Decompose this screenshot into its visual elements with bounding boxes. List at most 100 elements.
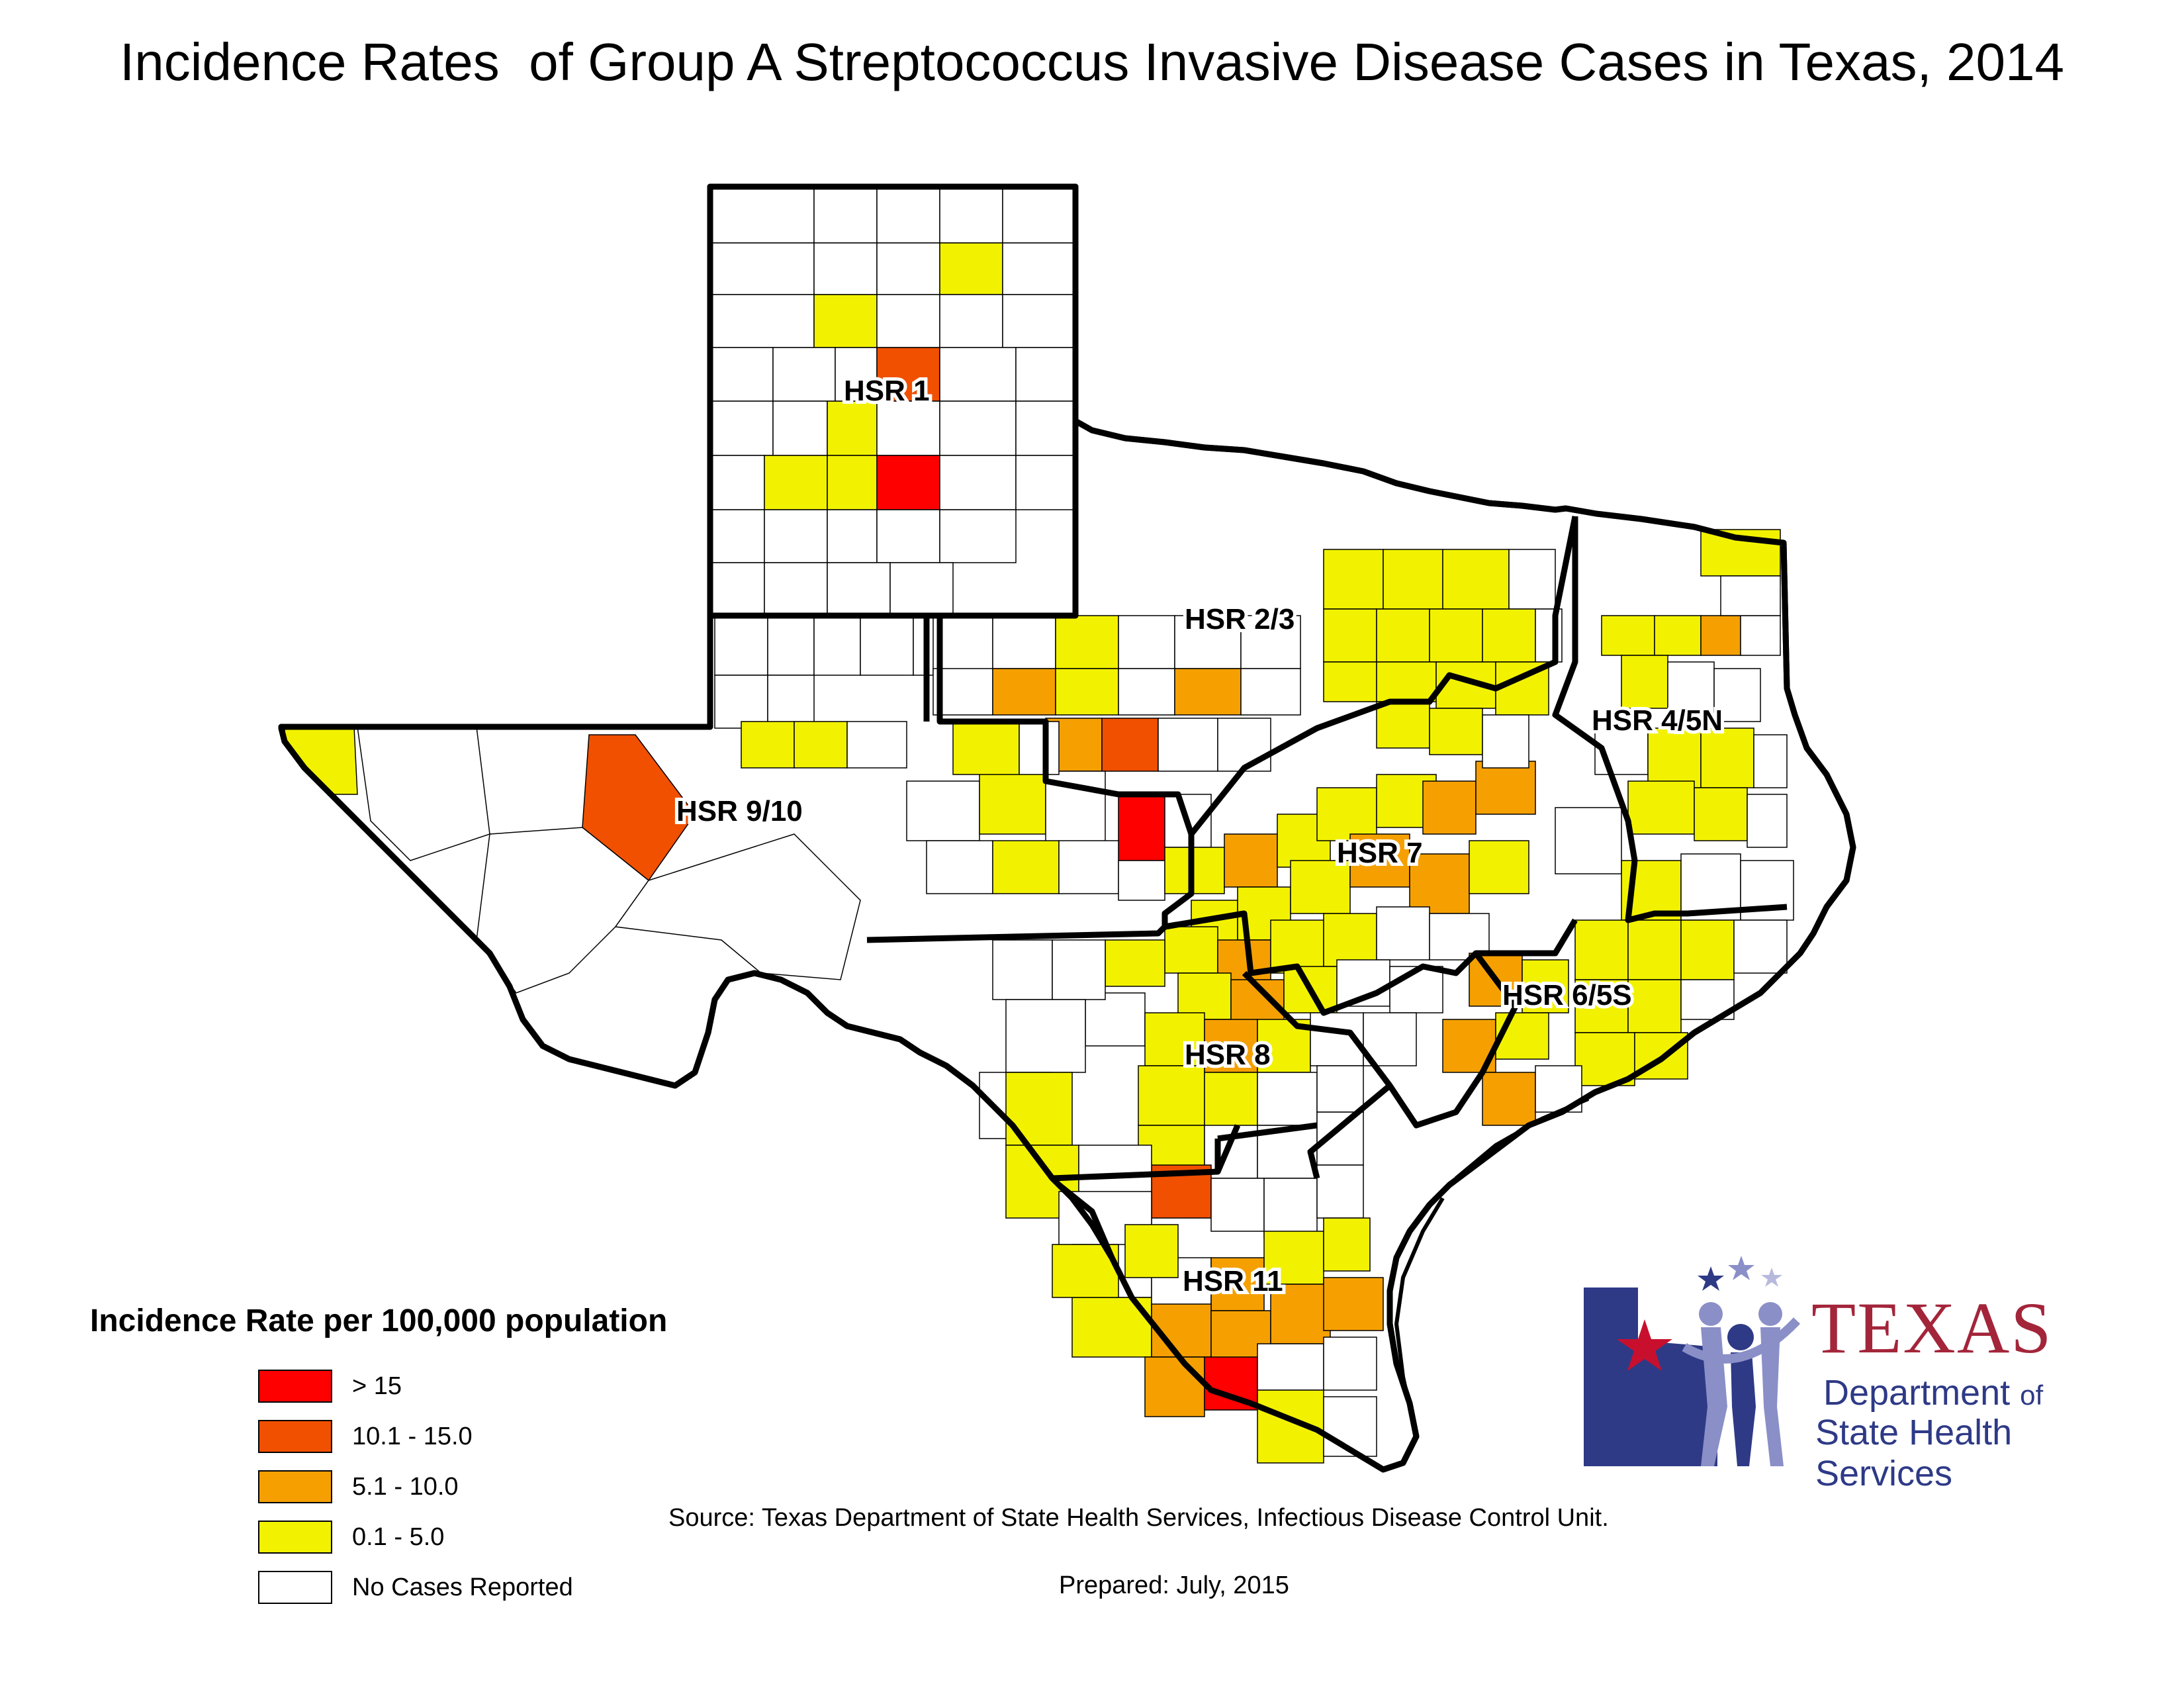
county — [1204, 1019, 1258, 1073]
texas-outline — [278, 183, 1856, 1473]
county — [1376, 661, 1437, 702]
county — [1422, 780, 1477, 835]
county — [1138, 1065, 1205, 1126]
logo-figure-head-1 — [1699, 1302, 1723, 1326]
logo-dept-text: Department of — [1823, 1373, 2044, 1413]
hsr-label: HSR 2/3 — [1185, 603, 1295, 635]
source-note: Source: Texas Department of State Health… — [668, 1504, 1609, 1532]
county — [1002, 294, 1076, 348]
hsr-label: HSR 11 — [1183, 1265, 1283, 1297]
county — [1654, 615, 1702, 656]
county — [1316, 787, 1377, 841]
county — [860, 615, 914, 676]
county — [1700, 615, 1741, 656]
county — [1740, 615, 1781, 656]
county — [1058, 840, 1119, 894]
county — [1495, 1012, 1549, 1060]
county — [1323, 913, 1377, 967]
county — [1482, 1072, 1536, 1126]
county-reeves — [582, 734, 696, 882]
county — [1733, 919, 1788, 974]
county — [1442, 549, 1510, 610]
county — [764, 509, 828, 563]
legend-swatch — [258, 1571, 332, 1604]
county — [827, 400, 878, 456]
legend-label: 0.1 - 5.0 — [352, 1523, 445, 1551]
county — [835, 347, 878, 402]
map-title: Incidence Rates of Group A Streptococcus… — [120, 32, 2064, 91]
county — [926, 840, 993, 894]
logo-figure-arms — [1682, 1317, 1801, 1364]
county — [1118, 860, 1165, 901]
county — [1429, 708, 1483, 755]
county — [876, 186, 940, 244]
county — [1210, 1178, 1265, 1232]
hsr-boundary — [1552, 516, 1788, 923]
county — [1174, 615, 1242, 669]
county — [1469, 840, 1529, 894]
county — [1601, 615, 1655, 656]
legend-item: 10.1 - 15.0 — [258, 1417, 473, 1456]
county — [933, 668, 993, 716]
county — [876, 400, 940, 456]
county — [1240, 668, 1301, 716]
county — [1204, 1072, 1258, 1133]
county — [1085, 992, 1146, 1047]
county — [1263, 1231, 1324, 1285]
legend-swatch — [258, 1521, 332, 1554]
hsr-label: HSR 9/10 — [676, 795, 803, 827]
county — [764, 455, 828, 510]
legend-label: No Cases Reported — [352, 1573, 573, 1601]
hsr-boundary — [1307, 1083, 1392, 1180]
county — [1376, 608, 1430, 663]
county — [1257, 1343, 1324, 1391]
county — [1144, 1356, 1205, 1417]
hsr-boundary — [1161, 834, 1578, 1016]
legend-label: 5.1 - 10.0 — [352, 1472, 459, 1501]
county — [1323, 1217, 1371, 1272]
hsr-label: HSR 4/5N — [1592, 704, 1723, 737]
county — [709, 562, 765, 616]
county — [1118, 668, 1175, 716]
county — [1240, 615, 1301, 669]
hsr-boundary — [1242, 951, 1519, 1129]
county — [939, 186, 1003, 244]
county — [1118, 615, 1175, 669]
county — [1475, 761, 1536, 815]
county — [767, 675, 815, 729]
county — [1621, 655, 1668, 709]
county — [1574, 979, 1629, 1033]
county — [1429, 608, 1483, 663]
county — [1700, 727, 1754, 788]
county — [813, 615, 861, 676]
county — [1667, 661, 1715, 716]
county — [709, 242, 815, 295]
county — [952, 721, 1020, 775]
county — [1101, 718, 1159, 772]
county — [939, 509, 1017, 563]
county — [1055, 615, 1119, 669]
legend-swatch — [258, 1420, 332, 1453]
county — [1055, 668, 1119, 716]
county — [1323, 661, 1377, 702]
county — [1164, 847, 1225, 894]
county — [1627, 979, 1682, 1033]
hsr-label: HSR 8 — [1185, 1039, 1271, 1071]
county — [846, 721, 907, 769]
county — [1555, 807, 1622, 874]
county — [906, 780, 980, 841]
county — [1713, 668, 1761, 722]
county — [1174, 668, 1242, 716]
logo-lilac-star-2 — [1761, 1268, 1782, 1287]
logo-red-star — [1617, 1319, 1672, 1371]
county — [1389, 966, 1443, 1013]
county — [767, 615, 815, 676]
county — [1508, 549, 1556, 610]
county — [1002, 242, 1076, 295]
legend-swatch — [258, 1470, 332, 1503]
county — [1694, 787, 1748, 841]
county — [1323, 608, 1377, 663]
county — [1210, 1257, 1265, 1311]
county — [876, 294, 940, 348]
